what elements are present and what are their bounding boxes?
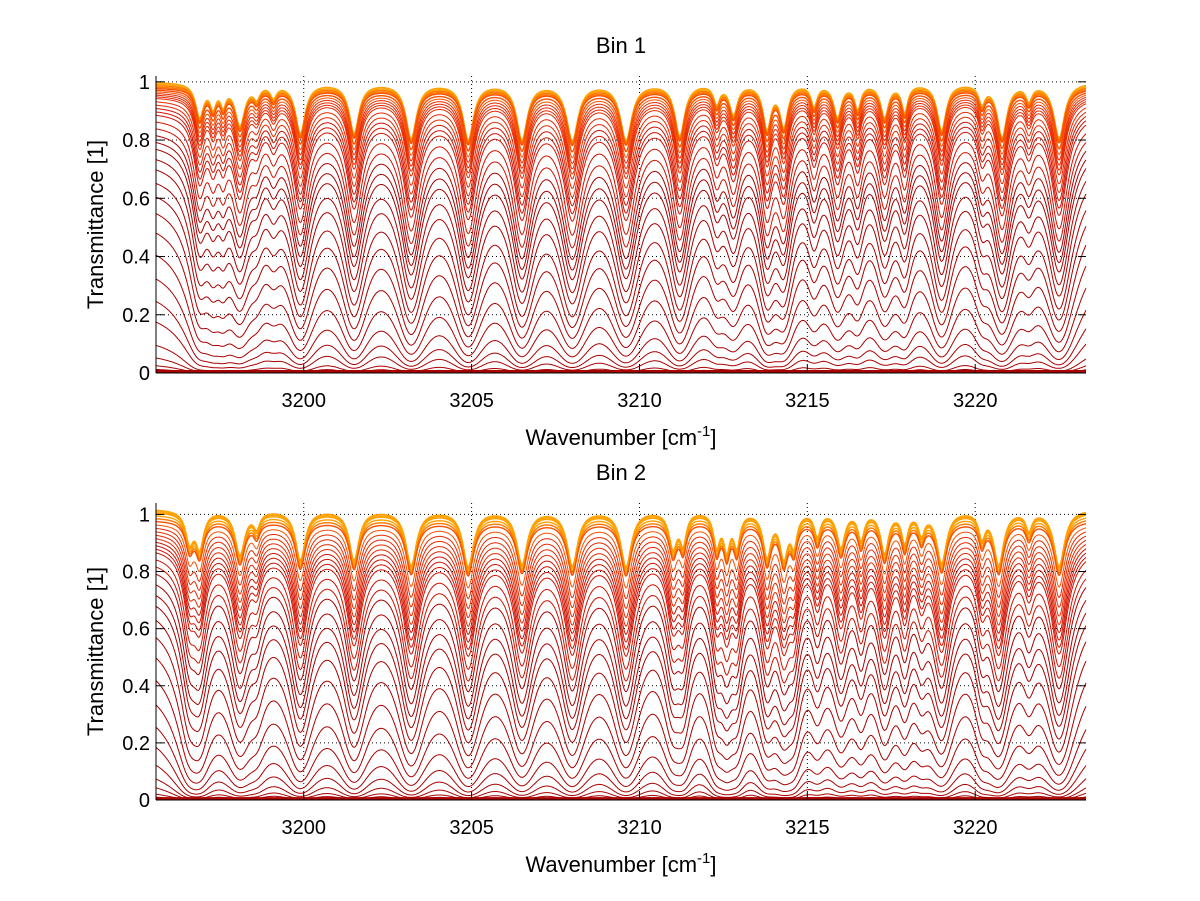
series-line [156,94,1087,170]
x-tick-label: 3220 [953,390,998,412]
series-line [155,619,1087,751]
y-tick-label: 0.2 [122,305,150,327]
x-axis-label: Wavenumber [cm-1] [525,423,716,450]
chart-title: Bin 1 [596,33,646,58]
series-line [156,521,1087,577]
series-line [155,746,1087,799]
series-line [155,566,1087,684]
series-line [155,111,1087,215]
x-axis-label: Wavenumber [cm-1] [525,850,716,877]
series-line [155,545,1087,643]
series-line [155,254,1087,358]
y-tick-label: 1 [139,504,150,526]
series-line [155,680,1087,786]
series-line [155,531,1087,610]
series-line [155,300,1087,368]
y-tick-label: 0.2 [122,733,150,755]
series-line [155,159,1087,294]
series-line [155,128,1087,249]
chart-title: Bin 2 [596,460,646,485]
series-line [155,573,1087,696]
series-line [155,232,1087,349]
series-line [155,726,1087,796]
series-line [155,552,1087,657]
series-line [155,534,1087,619]
chart-panel-2: Bin 2 0 0.2 0.4 0.6 0.8 1 3200 3205 3210 3215 3220 W… [83,460,1087,877]
x-tick-label: 3210 [617,390,662,412]
y-tick-label: 0.4 [122,247,150,269]
x-tick-label: 3210 [617,817,662,839]
y-tick-label: 0 [139,363,150,385]
x-tick-label: 3200 [281,817,326,839]
series-line [155,135,1087,261]
series-line [156,96,1087,175]
series-line [155,104,1087,198]
y-tick-label: 0.8 [122,130,150,152]
series-line [155,196,1087,328]
series-line [155,278,1087,364]
x-tick-label: 3215 [785,390,830,412]
series-line [156,89,1087,153]
series-line [156,101,1087,189]
series-line [155,169,1087,305]
series-line [155,183,1087,318]
series-line [155,584,1087,712]
y-tick-label: 0 [139,790,150,812]
series-line [155,142,1087,271]
y-axis-label: Transmittance [1] [83,140,108,309]
series-line [155,538,1087,627]
series-line [156,108,1087,207]
series-line [155,541,1087,636]
y-axis-label: Transmittance [1] [83,567,108,736]
series-line [155,605,1087,738]
series-line [156,91,1087,159]
y-tick-label: 0.6 [122,188,150,210]
series-line [155,114,1087,222]
series-line [155,148,1087,281]
series-line [155,321,1087,371]
x-tick-label: 3215 [785,817,830,839]
series-line [156,93,1087,164]
y-tick-label: 0.6 [122,619,150,641]
y-tick-label: 0.4 [122,676,150,698]
series-line [155,121,1087,236]
series-line [155,559,1087,671]
y-tick-label: 1 [139,72,150,94]
series-line [155,213,1087,339]
x-tick-label: 3220 [953,817,998,839]
x-tick-label: 3205 [449,390,494,412]
x-tick-label: 3205 [449,817,494,839]
series-line [155,657,1087,776]
series-line [155,637,1087,765]
series-line [155,548,1087,651]
series-line [156,88,1087,147]
series-line [155,595,1087,726]
series-line [155,524,1087,589]
series-line [156,98,1087,180]
y-tick-label: 0.8 [122,562,150,584]
series-line [155,704,1087,792]
x-tick-label: 3200 [281,390,326,412]
chart-panel-1: Bin 1 0 0.2 0.4 0.6 0.8 1 3200 3205 3210 3215 3220 W… [83,33,1087,450]
series-line [156,528,1087,600]
